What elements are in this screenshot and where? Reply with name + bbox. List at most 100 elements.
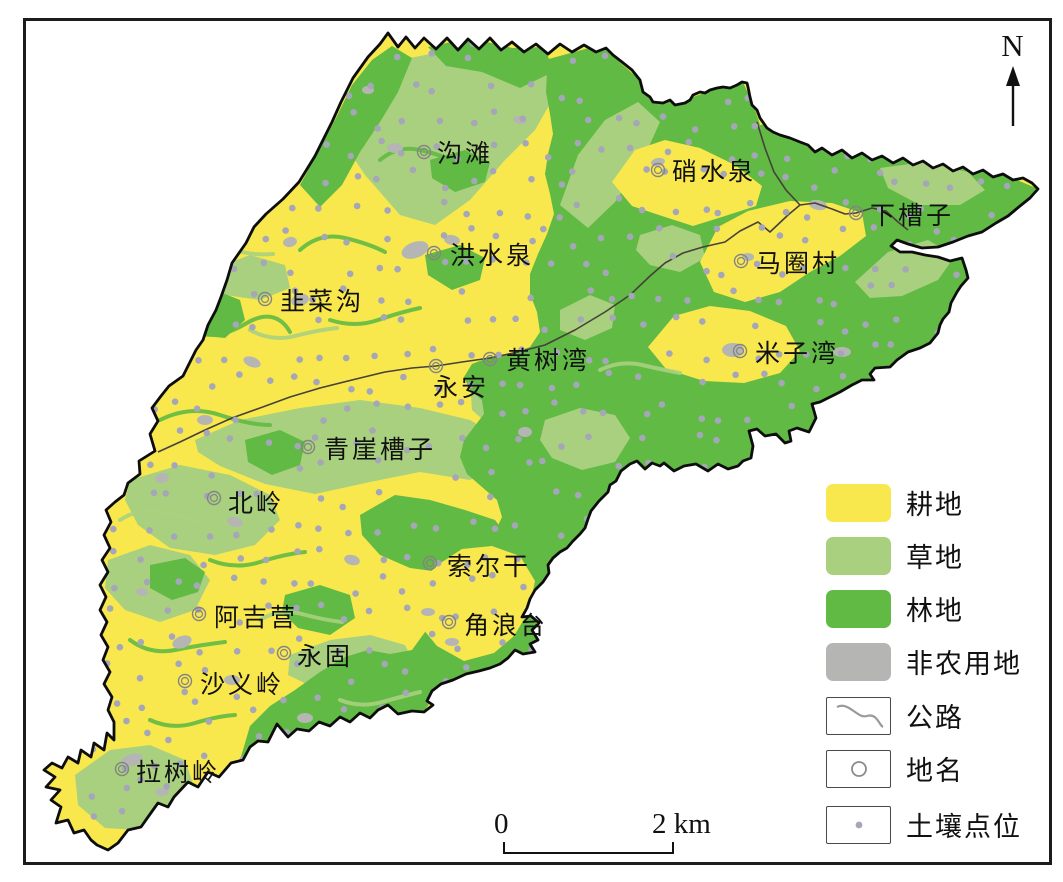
nonfarm-patch (136, 587, 148, 597)
study-area-boundary (42, 31, 1040, 852)
nonfarm-patch (155, 788, 169, 796)
legend-label: 非农用地 (906, 649, 1022, 679)
nonfarm-patch (421, 608, 435, 616)
north-label: N (1001, 28, 1025, 63)
road-branch-line (756, 121, 801, 206)
nonfarm-patch (243, 356, 261, 368)
place-label: 永固 (297, 643, 353, 671)
grass-patch (560, 295, 615, 340)
place-label: 韭菜沟 (280, 288, 364, 316)
forest-patch (245, 430, 305, 475)
grass-patch (880, 162, 985, 205)
place-label: 米子湾 (755, 340, 839, 368)
scale-distance-label: 2 km (652, 808, 711, 840)
legend-item-forest: 林地 (826, 589, 964, 628)
place-marker: 永安 (428, 358, 489, 402)
nonfarm-patch (387, 143, 403, 153)
cropland-swatch (826, 483, 891, 522)
scale-bracket (503, 842, 674, 854)
grass-patch (540, 408, 630, 470)
forest-swatch (826, 589, 891, 628)
grassland-swatch (826, 536, 891, 575)
place-marker: 马圈村 (733, 250, 840, 278)
nonfarm-patch (518, 427, 532, 437)
legend-item-placename: 地名 (826, 749, 964, 788)
place-marker: 沟滩 (416, 140, 493, 168)
nonfarm-patch (445, 638, 459, 646)
place-marker: 永固 (276, 643, 353, 671)
place-marker: 硝水泉 (650, 158, 756, 186)
nonfarm-patch (172, 635, 192, 649)
grass-patch (636, 225, 705, 272)
grass-patch (125, 465, 280, 555)
place-name-symbol (826, 749, 891, 788)
place-marker: 北岭 (206, 490, 284, 518)
nonfarm-patch (344, 554, 360, 566)
place-marker: 角浪台 (441, 612, 548, 640)
place-label: 沙义岭 (200, 671, 284, 699)
nonfarm-patch (401, 241, 429, 259)
place-marker: 黄树湾 (482, 347, 590, 375)
place-label: 马圈村 (756, 250, 840, 278)
north-arrow-icon (1006, 66, 1020, 126)
cropland-patch (648, 306, 800, 383)
place-marker: 米子湾 (732, 340, 839, 368)
legend: 耕地 草地 林地 非农用地 公路 地名 (826, 0, 1052, 882)
map-frame-border (23, 18, 1052, 865)
scale-zero-label: 0 (494, 808, 509, 840)
legend-item-cropland: 耕地 (826, 483, 964, 522)
place-label: 北岭 (228, 490, 284, 518)
road-line (157, 202, 909, 453)
soil-point-symbol (826, 805, 891, 844)
place-marker: 索尔干 (422, 553, 528, 581)
legend-label: 耕地 (906, 490, 964, 520)
cropland-patch (403, 546, 535, 661)
scale-bar: 0 2 km (470, 808, 740, 860)
legend-label: 草地 (906, 543, 964, 573)
nonfarm-patch (197, 415, 213, 425)
nonfarm-patch (121, 753, 143, 767)
legend-item-road: 公路 (826, 696, 964, 735)
place-marker: 韭菜沟 (257, 288, 364, 316)
place-marker: 阿吉营 (191, 604, 298, 632)
legend-item-grassland: 草地 (826, 536, 964, 575)
place-label: 硝水泉 (672, 158, 756, 186)
place-label: 下槽子 (870, 202, 954, 230)
nonfarm-patch (224, 675, 240, 685)
place-label: 拉树岭 (136, 759, 220, 787)
legend-label: 地名 (906, 756, 964, 786)
road-symbol (826, 696, 891, 735)
legend-label: 公路 (906, 703, 964, 733)
place-marker: 下槽子 (848, 202, 954, 230)
legend-item-nonfarm: 非农用地 (826, 642, 1022, 681)
place-marker: 青崖槽子 (300, 436, 436, 464)
nonfarm-patch (444, 234, 460, 246)
place-marker: 沙义岭 (177, 671, 284, 699)
place-label: 青崖槽子 (324, 436, 436, 464)
cropland-patch (700, 201, 866, 302)
nonfarm-patch (227, 516, 243, 528)
forest-patch (300, 46, 412, 207)
grass-patch (560, 102, 660, 228)
legend-item-soilpoint: 土壤点位 (826, 805, 1022, 844)
north-arrow: N (985, 28, 1041, 128)
legend-label: 土壤点位 (906, 812, 1022, 842)
nonfarm-patch (283, 236, 297, 248)
nonfarm-patch (742, 253, 754, 261)
nonfarm-swatch (826, 642, 891, 681)
place-label: 阿吉营 (214, 604, 298, 632)
place-label: 黄树湾 (506, 347, 590, 375)
nonfarm-patch (155, 472, 169, 484)
place-marker: 拉树岭 (114, 759, 220, 787)
place-label: 角浪台 (464, 612, 548, 640)
legend-label: 林地 (906, 596, 964, 626)
place-marker: 洪水泉 (426, 242, 534, 270)
cropland-patch (612, 140, 762, 226)
place-label: 沟滩 (437, 140, 493, 168)
nonfarm-patch (291, 293, 309, 307)
place-label: 永安 (433, 374, 489, 402)
place-label: 洪水泉 (450, 242, 534, 270)
nonfarm-patch (297, 713, 313, 723)
